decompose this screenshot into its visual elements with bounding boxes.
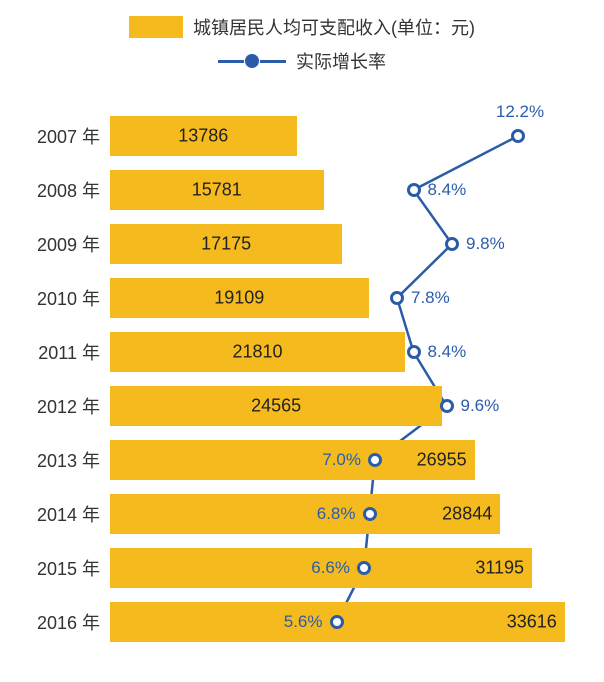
growth-marker-icon — [407, 345, 421, 359]
year-label: 2010 年 — [0, 285, 100, 311]
growth-marker-icon — [407, 183, 421, 197]
legend-line-dot-icon — [245, 54, 259, 68]
growth-marker-icon — [357, 561, 371, 575]
year-label: 2015 年 — [0, 555, 100, 581]
year-label: 2009 年 — [0, 231, 100, 257]
legend-bar-label: 城镇居民人均可支配收入(单位：元) — [193, 14, 475, 40]
income-value: 26955 — [417, 450, 467, 471]
data-row: 2008 年 15781 — [0, 170, 604, 210]
income-value: 15781 — [192, 180, 242, 201]
data-row: 2013 年 26955 — [0, 440, 604, 480]
growth-marker-icon — [368, 453, 382, 467]
growth-rate-label: 9.8% — [466, 234, 505, 254]
growth-rate-label: 7.0% — [322, 450, 361, 470]
income-value: 17175 — [201, 234, 251, 255]
growth-rate-label: 6.6% — [311, 558, 350, 578]
growth-marker-icon — [440, 399, 454, 413]
growth-rate-label: 8.4% — [428, 180, 467, 200]
growth-marker-icon — [363, 507, 377, 521]
legend-line: 实际增长率 — [218, 48, 386, 74]
income-value: 31195 — [475, 558, 524, 579]
year-label: 2013 年 — [0, 447, 100, 473]
year-label: 2012 年 — [0, 393, 100, 419]
plot-area: 2007 年 13786 12.2% 2008 年 15781 8.4% 2009 年 171… — [0, 90, 604, 650]
legend-line-seg-left — [218, 60, 244, 63]
growth-rate-label: 5.6% — [284, 612, 323, 632]
year-label: 2008 年 — [0, 177, 100, 203]
income-value: 21810 — [233, 342, 283, 363]
data-row: 2010 年 19109 — [0, 278, 604, 318]
legend-line-label: 实际增长率 — [296, 48, 386, 74]
data-row: 2014 年 28844 — [0, 494, 604, 534]
growth-marker-icon — [511, 129, 525, 143]
income-value: 24565 — [251, 396, 301, 417]
data-row: 2009 年 17175 — [0, 224, 604, 264]
growth-marker-icon — [445, 237, 459, 251]
legend-line-seg-right — [260, 60, 286, 63]
legend: 城镇居民人均可支配收入(单位：元) 实际增长率 — [0, 10, 604, 78]
growth-rate-label: 8.4% — [428, 342, 467, 362]
data-row: 2015 年 31195 — [0, 548, 604, 588]
year-label: 2014 年 — [0, 501, 100, 527]
year-label: 2011 年 — [0, 339, 100, 365]
growth-rate-label: 7.8% — [411, 288, 450, 308]
data-row: 2011 年 21810 — [0, 332, 604, 372]
growth-marker-icon — [390, 291, 404, 305]
chart-container: 城镇居民人均可支配收入(单位：元) 实际增长率 2007 年 13786 12.2%… — [0, 0, 604, 682]
income-value: 28844 — [442, 504, 492, 525]
legend-line-icon — [218, 54, 286, 68]
year-label: 2016 年 — [0, 609, 100, 635]
growth-rate-label: 12.2% — [496, 102, 544, 122]
growth-marker-icon — [330, 615, 344, 629]
data-row: 2012 年 24565 — [0, 386, 604, 426]
growth-rate-label: 6.8% — [317, 504, 356, 524]
legend-bar: 城镇居民人均可支配收入(单位：元) — [129, 14, 475, 40]
year-label: 2007 年 — [0, 123, 100, 149]
income-value: 13786 — [178, 126, 228, 147]
income-value: 19109 — [214, 288, 264, 309]
growth-rate-label: 9.6% — [461, 396, 500, 416]
income-value: 33616 — [507, 612, 557, 633]
legend-bar-swatch — [129, 16, 183, 38]
